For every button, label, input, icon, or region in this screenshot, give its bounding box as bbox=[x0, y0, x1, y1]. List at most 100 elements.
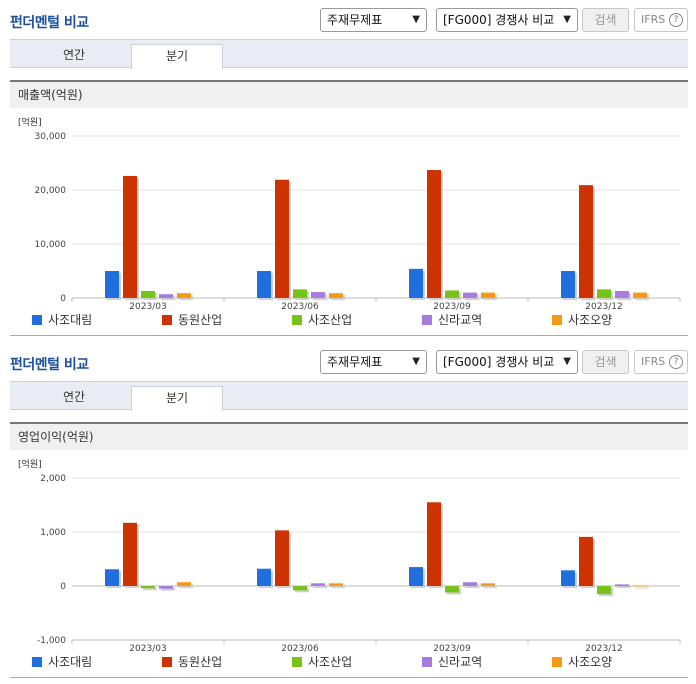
x-tick-label: 2023/06 bbox=[281, 644, 319, 652]
legend-label: 사조오양 bbox=[568, 655, 613, 669]
legend-item-사조대림[interactable]: 사조대림 bbox=[32, 654, 92, 670]
bar-신라교역-2023-03[interactable] bbox=[159, 294, 173, 298]
legend-item-동원산업[interactable]: 동원산업 bbox=[162, 312, 222, 328]
tab-annual[interactable]: 연간 bbox=[62, 390, 86, 404]
bar-사조오양-2023-06[interactable] bbox=[329, 293, 343, 298]
legend-swatch bbox=[422, 315, 432, 325]
bar-신라교역-2023-12[interactable] bbox=[615, 290, 629, 298]
revenue-bar-chart: [억원] 30,000 20,000 10,000 0 2023/03 2023/06 202… bbox=[18, 116, 681, 310]
y-tick-label: 10,000 bbox=[35, 240, 67, 250]
metric-title: 매출액(억원) bbox=[10, 80, 688, 108]
bar-신라교역-2023-09[interactable] bbox=[463, 582, 477, 586]
bar-사조오양-2023-03[interactable] bbox=[177, 293, 191, 298]
bar-사조오양-2023-09[interactable] bbox=[481, 583, 495, 586]
bar-동원산업-2023-06[interactable] bbox=[275, 179, 289, 298]
ifrs-help-button[interactable]: IFRS? bbox=[634, 350, 688, 374]
statement-select[interactable]: 주재무제표 ▼ bbox=[320, 350, 427, 374]
legend-item-사조대림[interactable]: 사조대림 bbox=[32, 312, 92, 328]
legend-item-사조오양[interactable]: 사조오양 bbox=[552, 312, 612, 328]
legend-label: 사조오양 bbox=[568, 313, 613, 327]
ifrs-help-button[interactable]: IFRS? bbox=[634, 8, 688, 32]
bar-사조오양-2023-12[interactable] bbox=[633, 585, 647, 587]
y-tick-label: 30,000 bbox=[35, 132, 67, 142]
legend-label: 동원산업 bbox=[178, 655, 223, 669]
bar-사조오양-2023-03[interactable] bbox=[177, 582, 191, 586]
bar-신라교역-2023-09[interactable] bbox=[463, 292, 477, 298]
bar-신라교역-2023-03[interactable] bbox=[159, 586, 173, 589]
bar-신라교역-2023-12[interactable] bbox=[615, 584, 629, 586]
legend-swatch bbox=[32, 315, 42, 325]
bar-사조대림-2023-09[interactable] bbox=[409, 567, 423, 586]
legend-item-신라교역[interactable]: 신라교역 bbox=[422, 654, 482, 670]
bar-사조산업-2023-03[interactable] bbox=[141, 586, 155, 589]
tab-quarter[interactable]: 분기 bbox=[131, 386, 223, 411]
metric-title: 영업이익(억원) bbox=[10, 422, 688, 450]
period-tabs: 연간 분기 bbox=[10, 381, 688, 411]
x-tick-label: 2023/09 bbox=[433, 302, 471, 310]
chevron-down-icon: ▼ bbox=[412, 14, 420, 25]
legend-swatch bbox=[162, 657, 172, 667]
legend-item-사조산업[interactable]: 사조산업 bbox=[292, 312, 352, 328]
legend-item-사조산업[interactable]: 사조산업 bbox=[292, 654, 352, 670]
bar-shadow bbox=[617, 586, 631, 588]
bar-사조대림-2023-09[interactable] bbox=[409, 268, 423, 298]
comparison-select[interactable]: [FG000] 경쟁사 비교 ▼ bbox=[436, 350, 578, 374]
bar-사조대림-2023-12[interactable] bbox=[561, 570, 575, 586]
bar-사조오양-2023-06[interactable] bbox=[329, 583, 343, 586]
bar-동원산업-2023-09[interactable] bbox=[427, 170, 441, 298]
bar-사조산업-2023-06[interactable] bbox=[293, 289, 307, 298]
chevron-down-icon: ▼ bbox=[412, 356, 420, 367]
bar-사조대림-2023-06[interactable] bbox=[257, 271, 271, 298]
tab-quarter[interactable]: 분기 bbox=[131, 44, 223, 69]
unit-label: [억원] bbox=[18, 116, 42, 128]
search-button[interactable]: 검색 bbox=[582, 350, 629, 374]
tab-annual[interactable]: 연간 bbox=[62, 48, 86, 62]
bar-사조산업-2023-09[interactable] bbox=[445, 290, 459, 298]
fundamental-panel-operating-profit: 펀더멘털 비교 주재무제표 ▼ [FG000] 경쟁사 비교 ▼ 검색 IFRS? … bbox=[0, 342, 696, 684]
y-tick-label: 1,000 bbox=[40, 528, 66, 538]
bar-사조산업-2023-03[interactable] bbox=[141, 290, 155, 298]
chevron-down-icon: ▼ bbox=[563, 356, 571, 367]
statement-select-value: 주재무제표 bbox=[327, 355, 383, 369]
bar-동원산업-2023-12[interactable] bbox=[579, 185, 593, 298]
chart-legend: 사조대림 동원산업 사조산업 신라교역 사조오양 bbox=[10, 312, 688, 332]
comparison-select[interactable]: [FG000] 경쟁사 비교 ▼ bbox=[436, 8, 578, 32]
bar-shadow bbox=[331, 585, 345, 588]
bar-신라교역-2023-06[interactable] bbox=[311, 292, 325, 298]
ifrs-label: IFRS bbox=[641, 13, 666, 26]
legend-label: 사조산업 bbox=[308, 313, 353, 327]
bar-사조오양-2023-09[interactable] bbox=[481, 292, 495, 298]
legend-item-신라교역[interactable]: 신라교역 bbox=[422, 312, 482, 328]
bar-신라교역-2023-06[interactable] bbox=[311, 583, 325, 586]
y-tick-label: 0 bbox=[60, 582, 66, 592]
bar-사조오양-2023-12[interactable] bbox=[633, 292, 647, 298]
bar-shadow bbox=[635, 587, 649, 589]
bar-동원산업-2023-12[interactable] bbox=[579, 536, 593, 586]
bar-사조산업-2023-12[interactable] bbox=[597, 289, 611, 298]
bar-동원산업-2023-06[interactable] bbox=[275, 530, 289, 586]
legend-swatch bbox=[292, 315, 302, 325]
x-tick-label: 2023/03 bbox=[129, 644, 166, 652]
legend-label: 신라교역 bbox=[438, 655, 483, 669]
legend-item-동원산업[interactable]: 동원산업 bbox=[162, 654, 222, 670]
legend-label: 신라교역 bbox=[438, 313, 483, 327]
bar-동원산업-2023-03[interactable] bbox=[123, 522, 137, 586]
bar-사조대림-2023-06[interactable] bbox=[257, 568, 271, 586]
bar-사조산업-2023-09[interactable] bbox=[445, 586, 459, 593]
statement-select[interactable]: 주재무제표 ▼ bbox=[320, 8, 427, 32]
bar-사조대림-2023-03[interactable] bbox=[105, 271, 119, 298]
bar-사조대림-2023-12[interactable] bbox=[561, 271, 575, 298]
bar-사조산업-2023-06[interactable] bbox=[293, 586, 307, 591]
bar-shadow bbox=[465, 584, 479, 588]
period-tabs: 연간 분기 bbox=[10, 39, 688, 69]
bar-동원산업-2023-09[interactable] bbox=[427, 502, 441, 586]
bar-동원산업-2023-03[interactable] bbox=[123, 175, 137, 298]
legend-item-사조오양[interactable]: 사조오양 bbox=[552, 654, 612, 670]
y-tick-label: 0 bbox=[60, 294, 66, 304]
bar-사조대림-2023-03[interactable] bbox=[105, 569, 119, 586]
bar-shadow bbox=[161, 588, 175, 591]
search-button[interactable]: 검색 bbox=[582, 8, 629, 32]
chart-legend: 사조대림 동원산업 사조산업 신라교역 사조오양 bbox=[10, 654, 688, 674]
bar-shadow bbox=[179, 584, 193, 588]
bar-사조산업-2023-12[interactable] bbox=[597, 586, 611, 595]
